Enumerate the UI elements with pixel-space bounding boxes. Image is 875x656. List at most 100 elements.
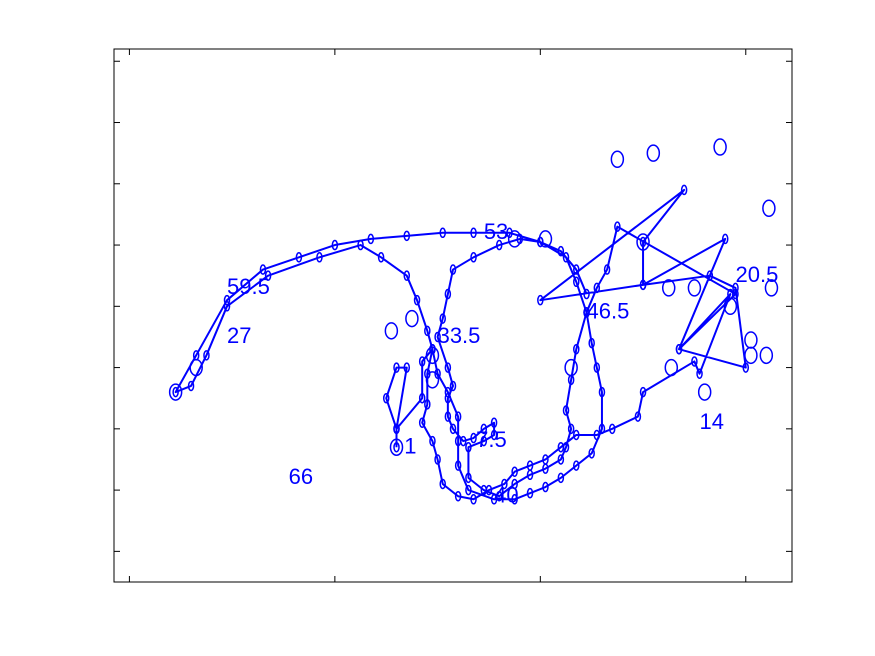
data-point-39 (639, 279, 647, 291)
data-point-0 (393, 441, 400, 453)
uncertainty-ellipse-5 (687, 279, 702, 297)
data-point-87 (573, 460, 580, 471)
data-point-74 (449, 264, 457, 275)
data-point-25 (608, 423, 616, 435)
uncertainty-ellipse-23 (189, 358, 203, 377)
data-point-105 (316, 252, 323, 263)
data-point-60 (480, 435, 488, 447)
uncertainty-ellipse-19 (564, 358, 578, 377)
data-point-27 (639, 386, 647, 398)
data-point-33 (732, 282, 739, 294)
data-point-2 (382, 392, 390, 404)
data-point-90 (526, 487, 534, 499)
data-point-10 (424, 399, 431, 410)
uncertainty-ellipse-21 (507, 230, 522, 248)
data-point-121 (537, 236, 544, 248)
data-point-104 (357, 239, 364, 251)
data-point-37 (680, 184, 688, 196)
axis-ticks (114, 49, 792, 582)
data-point-101 (413, 294, 421, 306)
data-point-85 (598, 423, 606, 435)
data-point-69 (449, 380, 457, 392)
data-point-49 (562, 405, 570, 416)
uncertainty-ellipse-7 (723, 297, 738, 316)
data-point-103 (377, 252, 385, 263)
data-point-84 (598, 386, 606, 398)
data-point-23 (573, 429, 580, 441)
data-point-29 (696, 368, 703, 379)
data-point-59 (465, 441, 472, 453)
annotation-label-3: 20.5 (736, 262, 779, 287)
data-point-110 (172, 386, 179, 398)
data-point-7 (418, 356, 426, 367)
annotation-label-7: 46.5 (587, 299, 630, 324)
data-point-58 (465, 472, 472, 484)
data-point-122 (557, 245, 565, 257)
data-point-86 (588, 448, 595, 459)
data-point-5 (393, 423, 400, 435)
data-point-26 (634, 411, 642, 422)
data-point-71 (434, 331, 441, 343)
data-point-63 (480, 423, 488, 435)
data-point-100 (424, 325, 431, 337)
annotation-label-10: 66 (289, 464, 313, 489)
uncertainty-ellipse-11 (744, 331, 758, 349)
data-point-119 (470, 227, 477, 239)
data-point-97 (444, 386, 452, 398)
uncertainty-ellipse-22 (168, 383, 183, 401)
annotation-label-2: 14 (700, 409, 724, 434)
data-point-107 (223, 301, 231, 312)
data-point-62 (490, 417, 498, 428)
uncertainty-ellipse-18 (425, 371, 440, 389)
data-point-42 (732, 288, 739, 300)
uncertainty-ellipse-1 (646, 144, 661, 162)
data-point-40 (721, 233, 729, 245)
annotation-label-9: 59.5 (227, 274, 270, 299)
data-point-81 (583, 307, 590, 318)
data-point-89 (542, 481, 549, 493)
data-point-43 (614, 221, 621, 232)
data-point-76 (495, 239, 503, 251)
annotation-label-0: 1 (404, 433, 416, 458)
uncertainty-ellipses (168, 138, 779, 505)
data-point-123 (573, 264, 580, 275)
data-point-28 (691, 356, 698, 367)
data-point-83 (593, 362, 601, 373)
uncertainty-ellipse-17 (425, 346, 440, 365)
data-point-70 (444, 362, 452, 373)
data-point-102 (403, 270, 411, 281)
uncertainty-ellipse-3 (762, 199, 776, 218)
uncertainty-ellipse-14 (389, 438, 404, 456)
data-point-24 (593, 429, 601, 441)
data-point-3 (393, 362, 400, 373)
data-point-115 (331, 239, 339, 251)
uncertainty-ellipse-13 (664, 358, 679, 377)
uncertainty-ellipse-16 (405, 309, 419, 328)
data-point-114 (295, 252, 303, 263)
data-point-38 (639, 236, 647, 248)
data-point-55 (511, 478, 518, 490)
annotation-label-4: 27 (227, 323, 251, 348)
data-point-54 (526, 469, 534, 481)
data-point-12 (429, 435, 436, 447)
data-point-113 (259, 264, 267, 275)
axes-frame (113, 48, 793, 583)
annotation-label-6: 40 (494, 482, 518, 507)
data-point-91 (511, 494, 518, 505)
data-point-15 (454, 490, 462, 502)
annotation-label-5: 33.5 (438, 323, 481, 348)
uncertainty-ellipse-0 (610, 150, 625, 169)
point-labels: 1 7.5 14 20.5 27 33.5 40 46.5 53 59.5 66 (227, 219, 778, 507)
data-point-116 (367, 233, 375, 245)
uncertainty-ellipse-6 (759, 346, 774, 365)
data-point-67 (444, 411, 452, 422)
data-point-108 (203, 350, 210, 361)
data-point-73 (444, 288, 452, 300)
data-point-47 (573, 343, 580, 355)
data-point-96 (454, 411, 462, 422)
data-point-68 (444, 392, 452, 404)
data-point-13 (434, 454, 441, 465)
data-point-88 (557, 472, 565, 484)
data-point-53 (542, 463, 549, 474)
